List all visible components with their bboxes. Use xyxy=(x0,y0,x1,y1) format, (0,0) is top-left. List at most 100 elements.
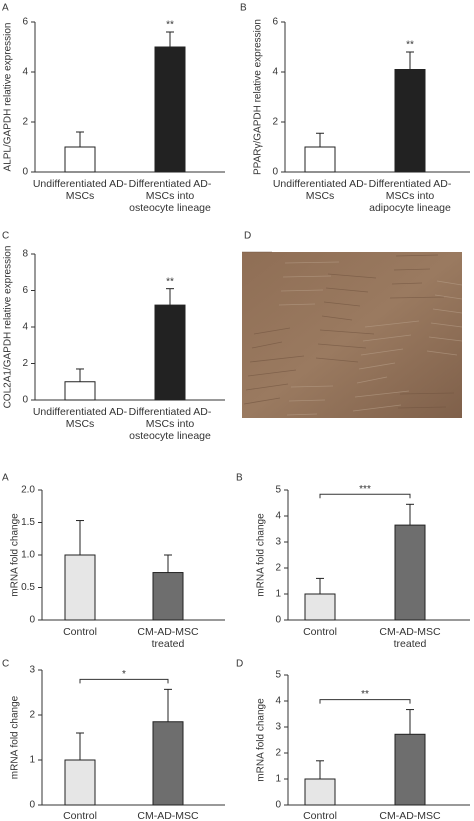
bar xyxy=(154,46,186,173)
y-tick-label: 2 xyxy=(22,358,28,369)
y-tick-label: 8 xyxy=(22,249,28,260)
significance-label: ** xyxy=(406,40,414,51)
y-tick-label: 2 xyxy=(275,748,281,759)
cell-streak xyxy=(253,327,291,335)
y-axis-label: mRNA fold change xyxy=(256,513,267,597)
micrograph xyxy=(242,252,462,418)
y-tick-label: 6 xyxy=(22,285,28,296)
panel-letter: D xyxy=(236,659,243,670)
y-tick-label: 4 xyxy=(275,696,281,707)
x-tick-label: Undifferentiated AD-MSCs xyxy=(272,178,368,202)
y-tick-label: 4 xyxy=(272,67,278,78)
cell-streak xyxy=(436,280,463,286)
y-tick-label: 3 xyxy=(275,722,281,733)
y-tick-label: 0 xyxy=(22,395,28,406)
y-tick-label: 0 xyxy=(29,800,35,811)
y-tick-label: 2 xyxy=(272,117,278,128)
cell-streak xyxy=(327,273,377,279)
y-tick-label: 0 xyxy=(272,167,278,178)
x-tick-label: Control xyxy=(63,626,97,638)
cell-streak xyxy=(364,320,420,328)
significance-label: ** xyxy=(166,276,174,287)
y-axis-label: mRNA fold change xyxy=(10,513,21,597)
x-tick-label: CM-AD-MSC treated xyxy=(137,626,199,650)
cell-streak xyxy=(362,334,412,342)
y-tick-label: 0 xyxy=(29,615,35,626)
bar xyxy=(394,733,426,806)
y-tick-label: 1.5 xyxy=(21,517,35,528)
cell-streak xyxy=(249,355,305,363)
x-tick-label: CM-AD-MSC treated xyxy=(379,810,441,821)
cell-streak xyxy=(317,343,367,349)
bar xyxy=(394,69,426,173)
x-tick-label: Differentiated AD-MSCs into osteocyte li… xyxy=(128,406,212,442)
x-tick-label: Control xyxy=(63,810,97,821)
y-tick-label: 2 xyxy=(275,563,281,574)
cell-streak xyxy=(278,303,316,306)
cell-streak xyxy=(325,287,369,293)
cell-streak xyxy=(360,348,404,356)
x-tick-label: CM-AD-MSC treated xyxy=(379,626,441,650)
cell-streak xyxy=(395,254,439,257)
y-tick-label: 5 xyxy=(275,670,281,681)
y-tick-label: 1.0 xyxy=(21,550,35,561)
cell-streak xyxy=(284,261,340,264)
cell-streak xyxy=(430,322,463,328)
cell-streak xyxy=(323,301,361,307)
cell-streak xyxy=(354,390,410,398)
cell-streak xyxy=(399,392,455,395)
cell-streak xyxy=(389,296,445,299)
bar xyxy=(394,524,426,621)
significance-label: *** xyxy=(359,484,371,495)
y-tick-label: 2 xyxy=(29,710,35,721)
cell-streak xyxy=(352,404,402,412)
y-tick-label: 4 xyxy=(22,67,28,78)
y-tick-label: 1 xyxy=(29,755,35,766)
cell-streak xyxy=(393,268,431,271)
significance-label: ** xyxy=(361,689,369,700)
cell-streak xyxy=(282,275,332,278)
y-tick-label: 1 xyxy=(275,589,281,600)
cell-streak xyxy=(397,406,447,409)
y-tick-label: 4 xyxy=(22,322,28,333)
y-tick-label: 5 xyxy=(275,485,281,496)
y-axis-label: PPARγ/GAPDH relative expression xyxy=(253,19,264,175)
cell-streak xyxy=(434,294,463,300)
cell-streak xyxy=(321,315,353,321)
y-tick-label: 4 xyxy=(275,511,281,522)
cell-streak xyxy=(286,413,318,416)
y-tick-label: 3 xyxy=(275,537,281,548)
y-axis-label: COL2A1/GAPDH relative expression xyxy=(3,246,14,409)
y-tick-label: 2 xyxy=(22,117,28,128)
panel-letter: C xyxy=(2,231,9,242)
x-tick-label: Control xyxy=(303,626,337,638)
y-axis-label: ALPL/GAPDH relative expression xyxy=(3,23,14,172)
panel-letter: B xyxy=(240,3,247,14)
cell-streak xyxy=(280,289,324,292)
bar xyxy=(304,146,336,173)
y-tick-label: 6 xyxy=(272,17,278,28)
bar xyxy=(64,146,96,173)
panel-letter: D xyxy=(244,231,251,242)
significance-label: ** xyxy=(166,20,174,31)
y-tick-label: 0.5 xyxy=(21,582,35,593)
cell-streak xyxy=(290,385,334,388)
bar xyxy=(304,593,336,621)
panel-letter: A xyxy=(2,473,9,484)
cell-streak xyxy=(251,341,283,349)
cell-streak xyxy=(288,399,326,402)
bar xyxy=(152,721,184,806)
panel-letter: B xyxy=(236,473,243,484)
y-axis-label: mRNA fold change xyxy=(10,695,21,779)
bar xyxy=(64,381,96,401)
cell-streak xyxy=(432,308,463,314)
significance-bracket xyxy=(319,493,411,499)
bar xyxy=(154,304,186,401)
y-tick-label: 6 xyxy=(22,17,28,28)
bar xyxy=(64,759,96,806)
cell-streak xyxy=(247,369,297,377)
panel-letter: A xyxy=(2,3,9,14)
bar xyxy=(64,554,96,621)
y-tick-label: 0 xyxy=(275,800,281,811)
